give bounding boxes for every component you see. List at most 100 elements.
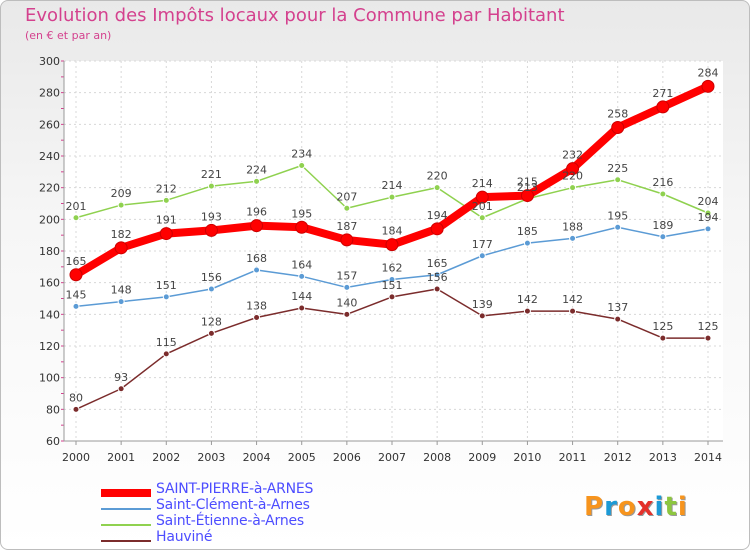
data-label: 185 — [517, 225, 538, 238]
legend-label: Hauviné — [156, 529, 213, 545]
data-label: 184 — [382, 225, 403, 238]
data-label: 177 — [472, 238, 493, 251]
data-label: 145 — [66, 288, 87, 301]
data-label: 284 — [698, 66, 719, 79]
data-label: 232 — [562, 149, 583, 162]
data-point — [298, 162, 306, 169]
data-label: 216 — [652, 176, 673, 189]
data-point — [388, 276, 396, 283]
data-point — [704, 334, 712, 342]
data-point — [117, 201, 125, 209]
data-label: 220 — [427, 170, 448, 183]
data-label: 258 — [607, 108, 628, 121]
data-point — [433, 271, 441, 279]
data-point — [207, 285, 215, 293]
data-point — [162, 293, 170, 301]
data-point — [433, 184, 441, 192]
data-label: 201 — [66, 200, 87, 213]
data-label: 125 — [698, 320, 719, 333]
data-label: 142 — [562, 293, 583, 306]
data-label: 271 — [652, 87, 673, 100]
data-label: 193 — [201, 210, 222, 223]
y-tick-label: 200 — [39, 213, 60, 226]
x-tick-label: 2006 — [333, 451, 361, 464]
x-tick-label: 2011 — [559, 451, 587, 464]
data-point — [295, 220, 309, 234]
legend-label: Saint-Étienne-à-Arnes — [156, 513, 305, 529]
y-tick-label: 160 — [39, 277, 60, 290]
data-point — [159, 227, 173, 241]
data-point — [207, 329, 215, 337]
data-label: 144 — [291, 290, 312, 303]
data-point — [614, 176, 622, 184]
data-label: 148 — [111, 284, 132, 297]
data-point — [569, 307, 577, 315]
data-point — [298, 272, 306, 280]
data-point — [250, 219, 264, 233]
data-label: 164 — [291, 258, 312, 271]
data-point — [72, 302, 80, 310]
x-tick-label: 2008 — [423, 451, 451, 464]
data-point — [656, 100, 670, 114]
y-tick-label: 60 — [46, 435, 60, 448]
data-point — [162, 350, 170, 358]
data-point — [117, 298, 125, 306]
x-tick-label: 2013 — [649, 451, 677, 464]
legend-swatch — [101, 540, 151, 542]
data-point — [704, 225, 712, 233]
x-tick-label: 2000 — [62, 451, 90, 464]
data-point — [659, 233, 667, 241]
data-label: 189 — [652, 219, 673, 232]
data-point — [340, 233, 354, 247]
chart-subtitle: (en € et par an) — [25, 29, 112, 42]
logo-letter: i — [677, 492, 688, 522]
y-tick-label: 140 — [39, 308, 60, 321]
data-label: 234 — [291, 148, 312, 161]
data-point — [114, 241, 128, 255]
y-tick-label: 260 — [39, 118, 60, 131]
legend-label: SAINT-PIERRE-à-ARNES — [156, 481, 314, 497]
logo-letter: t — [664, 492, 678, 522]
x-tick-label: 2003 — [197, 451, 225, 464]
data-label: 165 — [66, 255, 87, 268]
data-label: 196 — [246, 206, 267, 219]
data-point — [520, 189, 534, 203]
data-label: 194 — [427, 209, 448, 222]
data-point — [659, 334, 667, 342]
data-point — [72, 214, 80, 222]
logo-letter: P — [584, 492, 605, 522]
x-tick-label: 2005 — [288, 451, 316, 464]
data-point — [343, 310, 351, 318]
logo-letter: x — [636, 492, 655, 522]
data-label: 215 — [517, 176, 538, 189]
data-label: 212 — [156, 182, 177, 195]
y-tick-label: 300 — [39, 55, 60, 68]
x-tick-label: 2007 — [378, 451, 406, 464]
y-tick-label: 80 — [46, 403, 60, 416]
data-label: 207 — [336, 190, 357, 203]
data-point — [614, 223, 622, 231]
data-label: 93 — [114, 371, 128, 384]
data-label: 214 — [382, 179, 403, 192]
legend-swatch — [101, 524, 151, 526]
data-point — [478, 214, 486, 222]
data-point — [523, 307, 531, 315]
data-label: 188 — [562, 220, 583, 233]
data-point — [614, 315, 622, 323]
data-point — [611, 121, 625, 134]
data-point — [523, 239, 531, 247]
data-label: 115 — [156, 336, 177, 349]
x-tick-label: 2010 — [513, 451, 541, 464]
x-tick-label: 2004 — [243, 451, 271, 464]
data-point — [478, 312, 486, 320]
y-tick-label: 120 — [39, 340, 60, 353]
x-tick-label: 2001 — [107, 451, 135, 464]
data-label: 142 — [517, 293, 538, 306]
y-tick-label: 220 — [39, 182, 60, 195]
data-label: 137 — [607, 301, 628, 314]
data-point — [207, 182, 215, 190]
data-point — [388, 193, 396, 201]
data-label: 165 — [427, 257, 448, 270]
data-point — [430, 222, 444, 236]
